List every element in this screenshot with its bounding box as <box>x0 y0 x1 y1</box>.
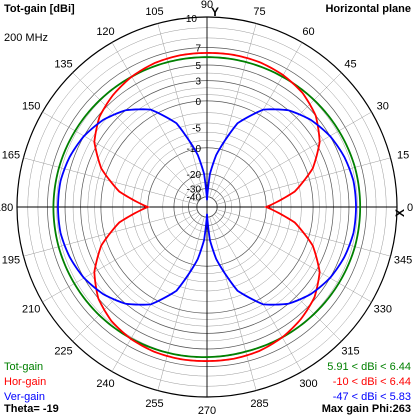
plane-title: Horizontal plane <box>325 3 411 15</box>
series-hor-gain <box>93 52 321 362</box>
radial-tick-label: 7 <box>195 44 201 55</box>
range-tot-gain: 5.91 < dBi < 6.44 <box>327 361 411 373</box>
radial-tick-label: 10 <box>186 14 198 25</box>
grid-spoke <box>213 213 342 342</box>
angle-tick-label: 255 <box>145 398 163 410</box>
angle-tick-label: 285 <box>250 398 268 410</box>
grid-spoke <box>211 215 303 372</box>
angle-tick-label: 210 <box>22 304 40 316</box>
angle-tick-label: 195 <box>2 255 20 267</box>
radial-tick-label: -40 <box>187 193 202 204</box>
legend-ver-gain: Ver-gain <box>4 391 45 403</box>
radial-tick-label: 0 <box>195 97 201 108</box>
range-ver-gain: -47 < dBi < 5.83 <box>332 391 411 403</box>
angle-tick-label: 180 <box>0 202 13 214</box>
angle-tick-label: 45 <box>344 59 356 71</box>
radial-tick-label: -5 <box>192 124 201 135</box>
angle-tick-label: 330 <box>374 304 392 316</box>
radial-tick-label: 3 <box>195 77 201 88</box>
angle-tick-label: 15 <box>397 150 409 162</box>
angle-tick-label: 105 <box>145 6 163 18</box>
y-axis-label: Y <box>211 5 219 19</box>
radial-tick-label: -20 <box>187 170 202 181</box>
angle-tick-label: 225 <box>54 346 72 358</box>
grid-spoke <box>72 72 201 201</box>
angle-tick-label: 270 <box>198 405 216 415</box>
grid-spoke <box>157 23 205 198</box>
grid-spoke <box>215 211 372 303</box>
angle-tick-label: 165 <box>2 150 20 162</box>
series-ver-gain <box>57 108 357 306</box>
radial-tick-label: 5 <box>195 61 201 72</box>
grid-spoke <box>42 211 199 303</box>
grid-spoke <box>111 215 203 372</box>
legend-tot-gain: Tot-gain <box>4 361 44 373</box>
angle-tick-label: 0 <box>407 202 413 214</box>
angle-tick-label: 345 <box>394 255 412 267</box>
angle-tick-label: 300 <box>299 378 317 390</box>
angle-tick-label: 315 <box>341 346 359 358</box>
grid-spoke <box>111 42 203 199</box>
max-gain-label: Max gain Phi:263 <box>321 403 411 415</box>
polar-grid <box>16 16 398 398</box>
angle-tick-label: 135 <box>54 59 72 71</box>
grid-spoke <box>157 216 205 391</box>
grid-spoke <box>42 111 199 203</box>
grid-spoke <box>215 111 372 203</box>
theta-label: Theta= -19 <box>4 403 59 415</box>
grid-spoke <box>209 23 257 198</box>
grid-spoke <box>211 42 303 199</box>
series-group <box>52 52 362 362</box>
angle-tick-label: 60 <box>302 26 314 38</box>
x-axis-label: X <box>393 209 407 217</box>
angle-tick-label: 120 <box>96 26 114 38</box>
angle-tick-label: 75 <box>253 6 265 18</box>
radial-tick-label: -30 <box>187 185 202 196</box>
angle-tick-label: 240 <box>96 378 114 390</box>
frequency-label: 200 MHz <box>4 32 49 44</box>
grid-spoke <box>213 72 342 201</box>
angle-tick-label: 150 <box>22 101 40 113</box>
legend-hor-gain: Hor-gain <box>4 376 47 388</box>
quantity-title: Tot-gain [dBi] <box>4 3 75 15</box>
grid-spoke <box>72 213 201 342</box>
angle-tick-label: 30 <box>377 101 389 113</box>
grid-spoke <box>209 216 257 391</box>
range-hor-gain: -10 < dBi < 6.44 <box>332 376 411 388</box>
angle-tick-label: 90 <box>201 0 213 11</box>
